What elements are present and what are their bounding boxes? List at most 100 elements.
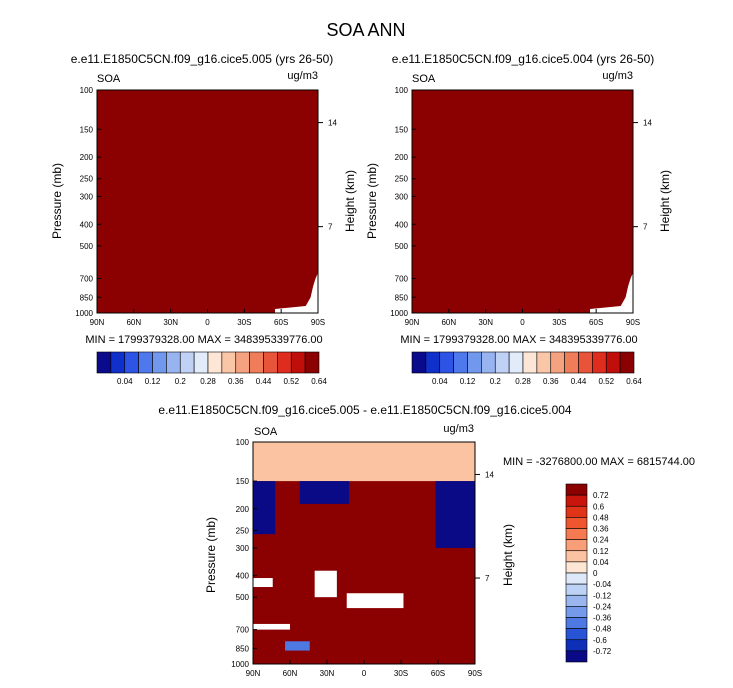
- colorbar-label-2-2: 0.2: [490, 377, 502, 386]
- colorbar-box-3-3: [565, 517, 588, 529]
- colorbar-box-3-5: [565, 539, 588, 552]
- colorbar-label-3-5: 0.12: [593, 547, 609, 556]
- xtick-label-2-4: 30S: [552, 318, 566, 327]
- colorbar-label-2-6: 0.52: [598, 377, 614, 386]
- xtick-label-3-3: 0: [362, 669, 367, 678]
- xtick-label-2-5: 60S: [589, 318, 603, 327]
- colorbar-box-2-10: [550, 351, 565, 374]
- xtick-label-2-6: 90S: [626, 318, 640, 327]
- colorbar-label-1-0: 0.04: [117, 377, 133, 386]
- panel2-var-label: SOA: [412, 73, 436, 85]
- colorbar-label-3-8: -0.04: [593, 580, 612, 589]
- colorbar-label-2-5: 0.44: [571, 377, 587, 386]
- ytick-label-3-5: 400: [236, 572, 250, 581]
- colorbar-label-3-7: 0: [593, 569, 598, 578]
- height-tick-label-2-1: 7: [643, 223, 648, 232]
- colorbar-box-1-12: [263, 351, 278, 374]
- ytick-label-3-0: 100: [236, 438, 250, 447]
- ytick-label-1-1: 150: [80, 125, 94, 134]
- colorbar-box-2-5: [481, 351, 496, 374]
- ytick-label-2-1: 150: [395, 125, 409, 134]
- xtick-label-2-3: 0: [520, 318, 525, 327]
- field-fill-1: [97, 90, 318, 313]
- colorbar-box-3-8: [565, 572, 588, 585]
- colorbar-label-1-7: 0.64: [311, 377, 327, 386]
- field-region-7: [314, 570, 337, 598]
- height-tick-label-3-0: 14: [485, 470, 494, 479]
- field-region-2: [253, 481, 276, 535]
- colorbar-box-3-11: [565, 606, 588, 618]
- colorbar-label-3-9: -0.12: [593, 591, 612, 600]
- field-upper-band: [253, 442, 475, 482]
- colorbar-box-2-15: [619, 351, 635, 374]
- panel1-subtitle: e.e11.E1850C5CN.f09_g16.cice5.005 (yrs 2…: [70, 52, 334, 66]
- panel3-subtitle: e.e11.E1850C5CN.f09_g16.cice5.005 - e.e1…: [158, 403, 572, 417]
- ytick-label-2-9: 1000: [390, 309, 408, 318]
- colorbar-box-1-4: [152, 351, 167, 374]
- field-region-4: [435, 481, 475, 548]
- colorbar-box-2-9: [536, 351, 552, 374]
- colorbar-box-1-2: [124, 351, 139, 374]
- colorbar-label-3-1: 0.6: [593, 502, 605, 511]
- ytick-label-2-2: 200: [395, 153, 409, 162]
- xtick-label-1-2: 30N: [163, 318, 178, 327]
- colorbar-box-1-10: [235, 351, 250, 374]
- figure-title: SOA ANN: [326, 20, 406, 40]
- colorbar-box-3-0: [565, 483, 588, 496]
- colorbar-box-1-5: [166, 351, 181, 374]
- height-tick-label-2-0: 14: [643, 119, 652, 128]
- colorbar-box-2-13: [592, 351, 607, 374]
- field-region-9: [253, 623, 290, 630]
- field-region-6: [253, 578, 273, 588]
- colorbar-box-3-9: [565, 583, 588, 596]
- ytick-label-1-3: 250: [80, 175, 94, 184]
- ytick-label-1-6: 500: [80, 242, 94, 251]
- xtick-label-2-2: 30N: [478, 318, 493, 327]
- panel2-subtitle: e.e11.E1850C5CN.f09_g16.cice5.004 (yrs 2…: [391, 52, 655, 66]
- colorbar-box-3-2: [565, 505, 588, 518]
- colorbar-box-3-7: [565, 561, 588, 574]
- field-region-5: [285, 641, 310, 651]
- colorbar-label-3-10: -0.24: [593, 602, 612, 611]
- ytick-label-2-0: 100: [395, 86, 409, 95]
- colorbar-box-2-8: [522, 351, 538, 374]
- field-fill-2: [412, 90, 633, 313]
- colorbar-box-2-7: [508, 351, 524, 374]
- ytick-label-3-7: 700: [236, 626, 250, 635]
- panel3-var-label: SOA: [254, 426, 278, 438]
- colorbar-label-1-5: 0.44: [256, 377, 272, 386]
- missing-data-region-2: [590, 272, 633, 313]
- colorbar-label-3-2: 0.48: [593, 513, 609, 522]
- ytick-label-2-6: 500: [395, 242, 409, 251]
- colorbar-box-3-12: [565, 617, 588, 629]
- panel3-stats: MIN = -3276800.00 MAX = 6815744.00: [503, 456, 696, 468]
- colorbar-box-3-6: [565, 550, 588, 563]
- plot-area-1: [97, 90, 318, 313]
- ytick-label-1-9: 1000: [75, 309, 93, 318]
- field-region-8: [346, 593, 404, 609]
- ytick-label-1-2: 200: [80, 153, 94, 162]
- ytick-label-2-3: 250: [395, 175, 409, 184]
- xtick-label-1-5: 60S: [274, 318, 288, 327]
- colorbar-box-2-4: [467, 351, 482, 374]
- colorbar-label-3-3: 0.36: [593, 525, 609, 534]
- colorbar-box-2-0: [411, 351, 427, 374]
- colorbar-label-1-2: 0.2: [175, 377, 187, 386]
- colorbar-label-2-0: 0.04: [432, 377, 448, 386]
- ytick-label-2-4: 300: [395, 192, 409, 201]
- ytick-label-1-7: 700: [80, 274, 94, 283]
- ytick-label-1-0: 100: [80, 86, 94, 95]
- colorbar-box-1-11: [249, 351, 264, 374]
- panel1-units-label: ug/m3: [287, 70, 318, 82]
- colorbar-label-3-13: -0.6: [593, 636, 607, 645]
- colorbar-box-1-15: [304, 351, 320, 374]
- colorbar-box-1-6: [179, 351, 195, 374]
- colorbar-box-1-7: [193, 351, 209, 374]
- ytick-label-1-4: 300: [80, 192, 94, 201]
- colorbar-box-2-1: [425, 351, 441, 374]
- colorbar-label-1-3: 0.28: [200, 377, 216, 386]
- colorbar-box-1-0: [96, 351, 112, 374]
- colorbar-box-2-3: [453, 351, 468, 374]
- xtick-label-3-6: 90S: [468, 669, 482, 678]
- xtick-label-1-1: 60N: [126, 318, 141, 327]
